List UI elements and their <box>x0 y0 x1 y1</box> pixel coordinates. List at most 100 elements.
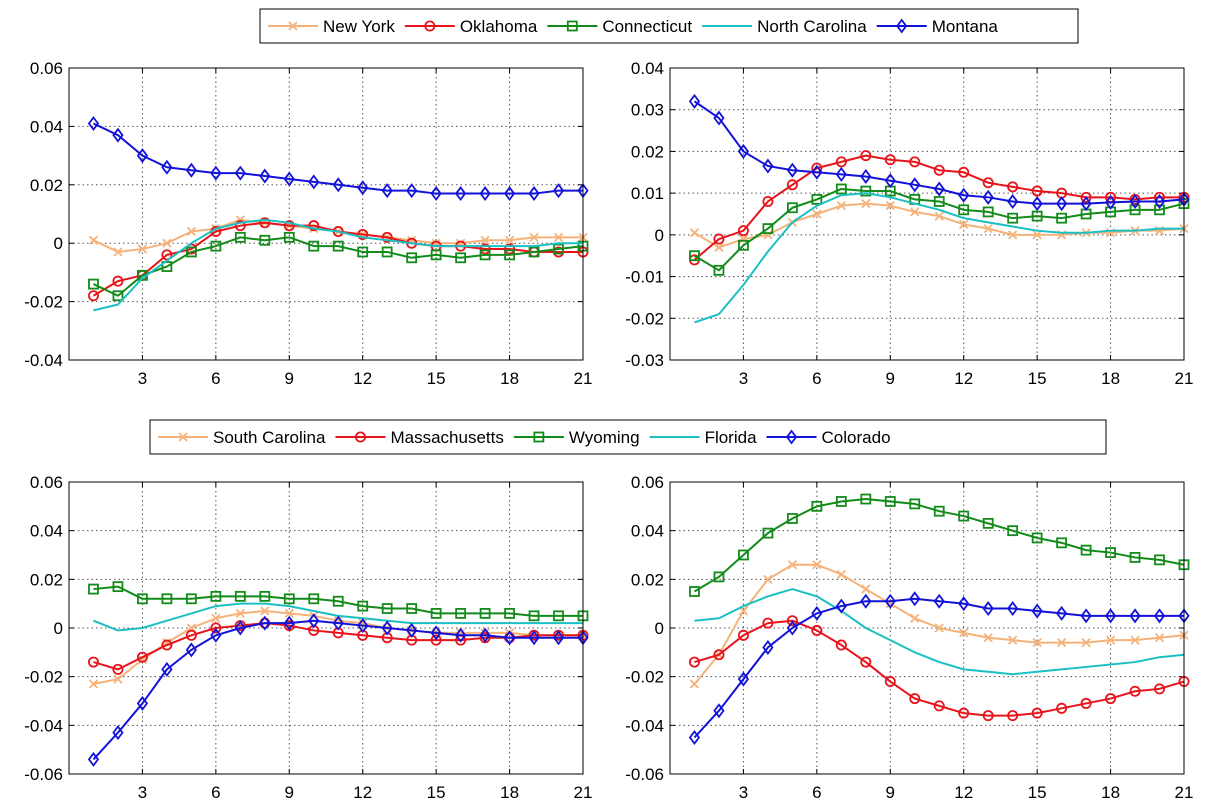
series-line <box>93 236 584 297</box>
x-tick-label: 6 <box>812 369 821 388</box>
data-point <box>1008 230 1018 240</box>
data-point <box>983 633 993 643</box>
data-point <box>958 510 970 522</box>
data-point <box>381 183 393 199</box>
data-point <box>1129 685 1141 697</box>
data-point <box>112 581 124 593</box>
x-tick-label: 15 <box>427 369 446 388</box>
x-tick-label: 9 <box>886 369 895 388</box>
data-point <box>689 228 700 238</box>
data-point <box>860 656 872 668</box>
data-point <box>958 707 970 719</box>
legend-entry-connecticut: Connecticut <box>547 17 692 36</box>
series-montana <box>688 93 1190 212</box>
data-point <box>381 603 393 614</box>
y-tick-label: 0.04 <box>631 59 664 78</box>
data-point <box>553 232 564 242</box>
legend-label: Montana <box>932 17 999 36</box>
legend-2: South Carolina Massachusetts Wyoming Florid… <box>149 419 1107 455</box>
data-point <box>910 207 920 217</box>
legend-marker <box>354 431 366 443</box>
data-point <box>504 243 516 255</box>
data-point <box>235 608 245 619</box>
data-point <box>1081 637 1091 648</box>
data-point <box>1007 710 1019 722</box>
data-point <box>1080 697 1092 709</box>
data-point <box>332 240 344 252</box>
legend-entry-montana: Montana <box>876 17 999 36</box>
data-point <box>1104 194 1117 210</box>
data-point <box>836 569 846 580</box>
series-connecticut <box>88 231 589 302</box>
y-tick-label: 0.03 <box>631 101 664 120</box>
data-point <box>738 234 749 244</box>
data-point <box>909 693 921 705</box>
data-point <box>479 186 491 202</box>
data-point <box>1031 707 1043 719</box>
data-point <box>553 610 564 622</box>
data-point <box>186 226 197 237</box>
data-point <box>958 204 970 216</box>
data-point <box>786 202 798 214</box>
data-point <box>528 246 540 258</box>
data-point <box>332 615 344 631</box>
data-point <box>1154 683 1166 695</box>
data-point <box>259 168 271 184</box>
data-point <box>1104 608 1117 624</box>
data-point <box>1056 702 1068 714</box>
data-point <box>406 183 418 199</box>
data-point <box>1080 196 1092 212</box>
data-point <box>713 649 725 661</box>
data-point <box>283 615 295 631</box>
legend-entry-new-york: New York <box>268 17 395 36</box>
data-point <box>185 642 198 658</box>
chart-panel-2: -0.03 -0.02 -0.01 0 0.01 0.02 0.03 0.04 3 6 9 12 15 1… <box>625 59 1193 388</box>
data-point <box>234 620 246 636</box>
x-tick-label: 6 <box>812 783 821 802</box>
data-point <box>357 618 369 634</box>
data-point <box>357 180 369 196</box>
data-point <box>406 603 418 614</box>
data-point <box>860 493 872 505</box>
data-point <box>1007 601 1019 617</box>
data-point <box>161 661 173 677</box>
legend-label: Florida <box>705 428 758 447</box>
x-tick-label: 12 <box>353 783 372 802</box>
data-point <box>504 608 515 619</box>
data-point <box>210 622 222 634</box>
y-tick-label: 0.04 <box>631 522 664 541</box>
legend-marker <box>288 21 298 31</box>
data-point <box>210 165 222 181</box>
data-point <box>259 217 271 229</box>
data-point <box>112 663 124 675</box>
series-line <box>93 122 583 195</box>
data-point <box>737 671 750 687</box>
data-point <box>958 187 970 203</box>
series-north-carolina <box>694 192 1184 324</box>
data-point <box>112 290 124 302</box>
data-point <box>479 243 491 255</box>
y-tick-label: 0.02 <box>631 570 664 589</box>
data-point <box>1031 185 1043 197</box>
data-point <box>1105 635 1116 645</box>
data-point <box>259 234 271 246</box>
legend-box <box>259 8 1079 44</box>
y-tick-label: 0.02 <box>30 176 63 195</box>
data-point <box>1032 230 1042 240</box>
legend-marker <box>566 20 578 32</box>
data-point <box>909 177 921 193</box>
y-tick-label: -0.04 <box>24 716 63 735</box>
data-point <box>762 527 774 539</box>
data-point <box>1056 537 1068 549</box>
data-point <box>552 630 565 646</box>
axes-frame <box>68 481 584 775</box>
data-point <box>1080 544 1092 556</box>
data-point <box>1154 204 1165 216</box>
y-tick-label: -0.04 <box>625 716 664 735</box>
data-point <box>689 586 700 597</box>
y-tick-label: 0.01 <box>631 184 664 203</box>
data-point <box>406 622 418 638</box>
x-tick-label: 12 <box>954 783 973 802</box>
data-point <box>1031 196 1043 212</box>
data-point <box>933 700 945 712</box>
